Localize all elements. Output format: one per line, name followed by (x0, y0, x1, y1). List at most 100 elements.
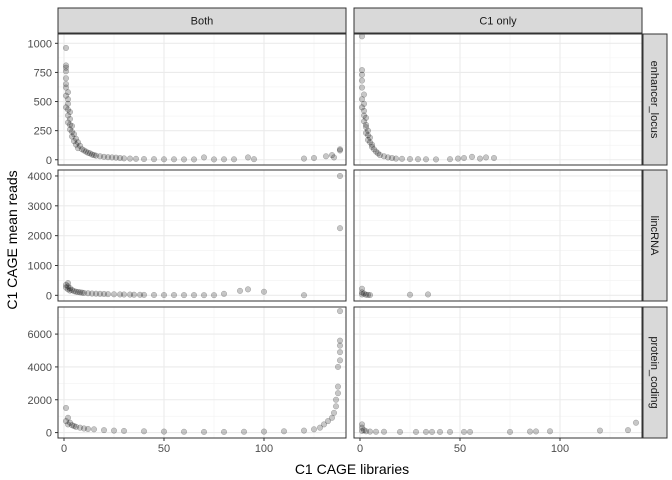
data-point (66, 121, 74, 128)
panel-border (57, 33, 347, 166)
data-point (88, 290, 96, 297)
data-point (468, 153, 476, 160)
data-point (70, 288, 78, 295)
data-point (74, 145, 82, 152)
data-point (414, 156, 422, 163)
data-point (370, 146, 378, 153)
data-point (96, 153, 104, 160)
y-tick-label: 2000 (28, 231, 52, 243)
data-point (334, 390, 342, 397)
data-point (210, 156, 218, 163)
data-point (80, 147, 88, 154)
data-point (62, 75, 70, 82)
data-point (170, 156, 178, 163)
panel-background (58, 34, 346, 165)
data-point (200, 292, 208, 299)
panel-protein-coding-c1-only: 0 50 100 (353, 306, 643, 455)
data-point (376, 152, 384, 159)
data-point (366, 134, 374, 141)
data-point (92, 290, 100, 297)
panel-border (353, 306, 643, 439)
y-tick-label: 4000 (28, 362, 52, 374)
data-point (84, 290, 92, 297)
data-point (336, 342, 344, 349)
data-point (358, 71, 366, 78)
data-point (66, 108, 74, 116)
data-point (96, 290, 104, 297)
data-point (336, 308, 344, 315)
y-tick-label: 1000 (28, 260, 52, 272)
data-point (422, 156, 430, 163)
row-strip-label-protein-coding: protein_coding (648, 336, 660, 408)
data-point (330, 154, 338, 161)
data-point (70, 131, 78, 138)
data-point (364, 136, 372, 144)
data-point (62, 84, 70, 91)
data-point (74, 288, 82, 296)
data-point (360, 427, 368, 434)
data-point (120, 427, 128, 434)
data-point (76, 289, 84, 296)
data-point (324, 418, 332, 425)
row-strip-enhancer-locus (642, 33, 668, 166)
data-point (388, 154, 396, 162)
data-point (332, 403, 340, 410)
data-point (130, 291, 138, 298)
data-point (84, 425, 92, 433)
data-point (160, 291, 168, 299)
data-point (362, 291, 370, 298)
y-tick-label: 4000 (28, 171, 52, 183)
data-point (336, 172, 344, 180)
data-point (140, 291, 148, 298)
data-point (596, 427, 604, 434)
data-point (384, 154, 392, 161)
data-point (68, 122, 76, 130)
data-point (392, 155, 400, 162)
data-point (336, 357, 344, 364)
data-point (90, 152, 98, 159)
y-tick-label: 0 (46, 290, 52, 302)
data-point (360, 100, 368, 107)
data-point (260, 288, 268, 295)
data-point (64, 100, 72, 107)
data-point (358, 421, 366, 428)
data-point (490, 154, 498, 162)
data-point (100, 153, 108, 160)
data-point (316, 424, 324, 431)
data-point (160, 156, 168, 163)
data-point (78, 289, 86, 296)
data-point (526, 428, 534, 435)
data-point (360, 107, 368, 114)
data-point (150, 291, 158, 299)
data-point (360, 290, 368, 297)
data-point (406, 291, 414, 298)
data-point (300, 292, 308, 299)
data-point (336, 337, 344, 344)
panel-background (354, 307, 642, 438)
data-point (64, 283, 72, 290)
data-point (466, 428, 474, 435)
data-point (336, 349, 344, 356)
data-point (70, 138, 78, 145)
data-point (64, 106, 72, 113)
data-point (362, 428, 370, 435)
data-point (68, 133, 76, 140)
data-point (62, 284, 70, 291)
data-point (362, 121, 370, 128)
data-point (396, 428, 404, 435)
data-point (116, 154, 124, 162)
chart-panels: Both C1 only enhancer_locus lincRNA protein_… (28, 7, 668, 455)
row-strip-label-lincrna: lincRNA (648, 216, 660, 256)
data-point (310, 154, 318, 162)
data-point (104, 154, 112, 161)
data-point (62, 64, 70, 71)
data-point (62, 404, 70, 412)
data-point (62, 44, 70, 52)
data-point (92, 152, 100, 159)
data-point (66, 287, 74, 294)
data-point (366, 139, 374, 146)
data-point (66, 419, 74, 426)
data-point (68, 286, 76, 294)
data-point (66, 126, 74, 133)
x-tick-label: 100 (255, 443, 273, 455)
